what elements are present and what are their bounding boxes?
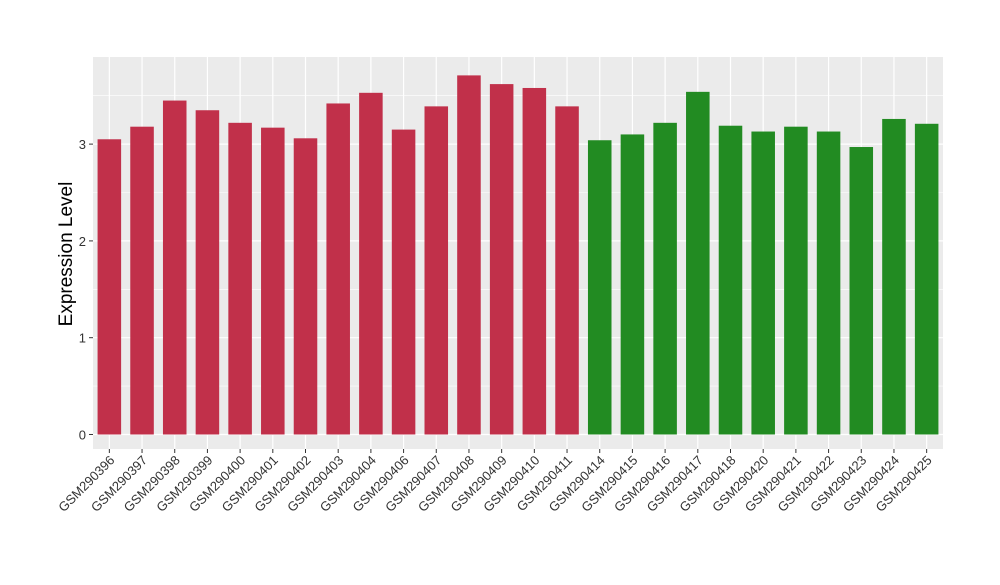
bar	[424, 106, 449, 435]
bar	[457, 75, 481, 435]
bar	[130, 126, 154, 435]
y-tick-label: 1	[79, 331, 86, 346]
bar	[914, 123, 939, 435]
bar	[555, 106, 579, 435]
bar	[391, 129, 416, 435]
bar	[228, 122, 252, 435]
bar	[882, 118, 906, 435]
bar	[718, 125, 743, 435]
bar	[489, 84, 514, 435]
plot-panel	[93, 57, 943, 449]
bar	[261, 127, 285, 435]
bar	[849, 147, 874, 435]
bar	[587, 140, 612, 435]
y-tick-label: 0	[79, 427, 86, 442]
bar	[751, 131, 775, 435]
bars-group	[97, 75, 939, 435]
y-axis: 0 1 2 3	[79, 137, 93, 442]
bar	[653, 122, 677, 435]
bar	[686, 91, 710, 435]
bar	[522, 87, 547, 435]
bar	[326, 103, 350, 435]
y-tick-label: 3	[79, 137, 86, 152]
bar	[162, 100, 187, 435]
bar	[620, 134, 645, 435]
bar	[97, 139, 122, 435]
x-axis: GSM290396GSM290397GSM290398GSM290399GSM2…	[55, 449, 935, 515]
y-axis-title: Expression Level	[56, 182, 77, 327]
bar	[293, 138, 318, 435]
bar	[816, 131, 841, 435]
bar	[359, 92, 383, 435]
bar	[784, 126, 808, 435]
bar	[195, 110, 220, 435]
y-tick-label: 2	[79, 234, 86, 249]
